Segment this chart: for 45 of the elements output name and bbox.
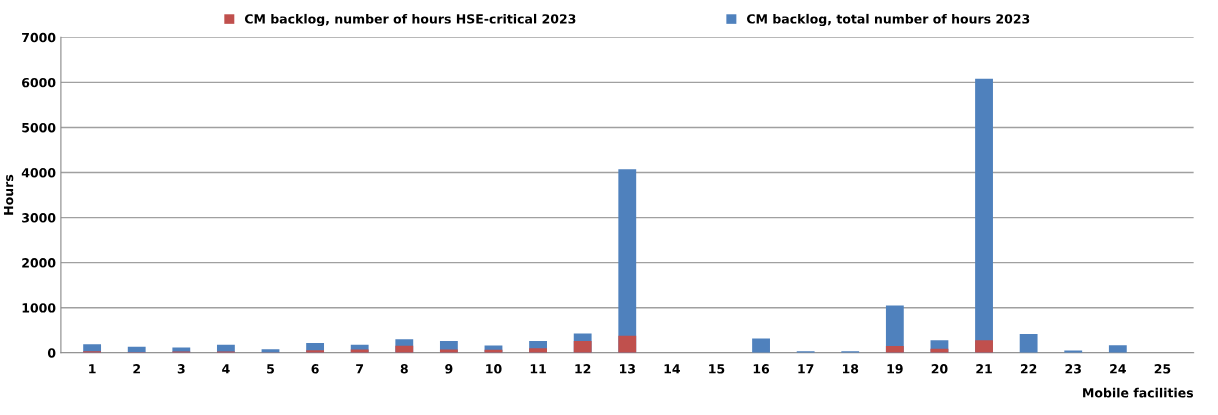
x-tick-label: 1: [89, 364, 96, 374]
x-tick-label: 25: [1154, 364, 1171, 374]
x-tick-label: 4: [222, 364, 230, 374]
x-tick-label: 6: [311, 364, 319, 374]
y-axis-title: Hours: [3, 174, 14, 215]
x-tick-label: 12: [575, 364, 591, 374]
bar: [1019, 334, 1038, 353]
x-tick-label: 14: [664, 364, 680, 374]
x-tick-label: 9: [445, 364, 453, 374]
x-tick-label: 21: [976, 364, 992, 374]
x-tick-label: 18: [842, 364, 859, 374]
x-tick-label: 19: [887, 364, 903, 374]
x-tick-label: 17: [798, 364, 814, 374]
y-tick-label: 5000: [22, 122, 56, 133]
x-tick-label: 24: [1110, 364, 1126, 374]
x-tick-label: 13: [619, 364, 635, 374]
y-tick-label: 0: [47, 348, 56, 358]
x-tick-label: 23: [1065, 364, 1081, 374]
x-tick-label: 16: [753, 364, 770, 374]
bar: [529, 348, 547, 353]
x-tick-label: 15: [709, 364, 725, 374]
x-tick-label: 3: [177, 364, 185, 374]
y-tick-label: 4000: [21, 167, 56, 178]
legend-label: CM backlog, total number of hours 2023: [746, 13, 1030, 27]
x-tick-label: 11: [530, 364, 546, 374]
x-tick-label: 22: [1020, 364, 1037, 374]
y-tick-label: 6000: [22, 77, 56, 88]
y-tick-label: 1000: [22, 303, 56, 313]
legend-label: CM backlog, number of hours HSE-critical 2023: [244, 13, 576, 27]
bar: [975, 340, 993, 353]
y-tick-label: 3000: [22, 213, 56, 223]
bar: [618, 335, 637, 353]
x-tick-label: 10: [486, 364, 502, 374]
y-tick-label: 2000: [22, 258, 56, 268]
x-tick-label: 7: [356, 364, 364, 374]
x-tick-label: 5: [267, 364, 274, 374]
bar: [752, 338, 770, 353]
bar: [1108, 345, 1127, 353]
bar: [573, 341, 592, 353]
x-tick-label: 2: [133, 364, 140, 374]
x-tick-label: 20: [931, 364, 948, 374]
x-tick-label: 8: [400, 364, 408, 374]
x-axis-title: Mobile facilities: [1083, 387, 1194, 398]
bar: [1064, 350, 1083, 353]
y-tick-label: 7000: [22, 32, 56, 43]
